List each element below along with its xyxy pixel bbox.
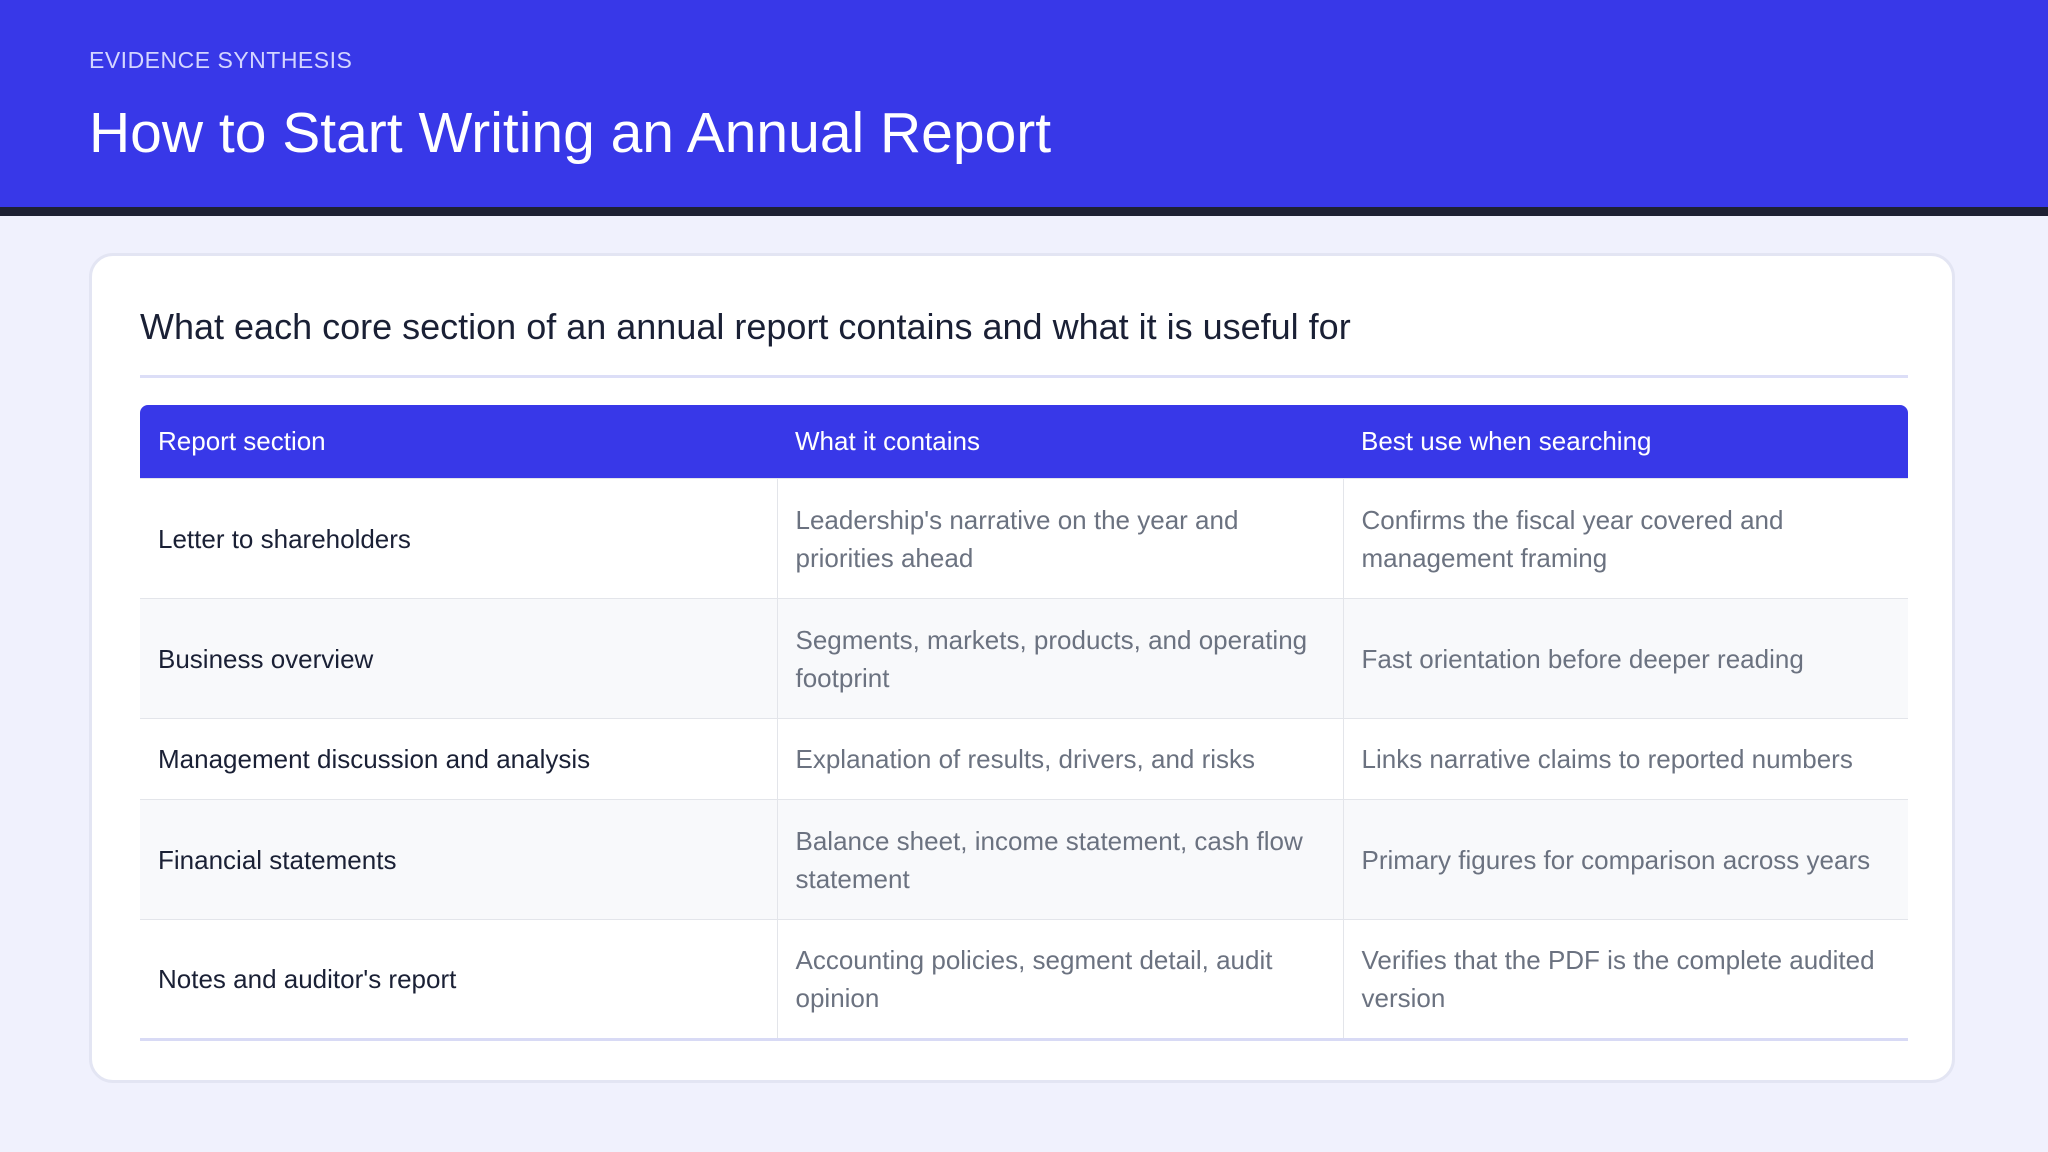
table-cell: Financial statements	[140, 799, 777, 920]
card-title: What each core section of an annual repo…	[140, 306, 1351, 347]
eyebrow: EVIDENCE SYNTHESIS	[89, 47, 353, 73]
table: Report section What it contains Best use w…	[140, 405, 1908, 1041]
column-header: Report section	[140, 405, 777, 479]
table-cell: Primary figures for comparison across ye…	[1342, 799, 1908, 920]
header-row: Report section What it contains Best use w…	[140, 405, 1908, 479]
header: EVIDENCE SYNTHESIS How to Start Writing …	[0, 0, 2048, 216]
card: What each core section of an annual repo…	[89, 253, 1955, 1083]
table-cell: Business overview	[140, 598, 777, 719]
table-body: Letter to shareholders Leadership's narra…	[140, 478, 1908, 1041]
table-cell: Balance sheet, income statement, cash fl…	[776, 799, 1343, 920]
page-title: How to Start Writing an Annual Report	[89, 101, 1052, 165]
table-cell: Confirms the fiscal year covered and man…	[1342, 478, 1908, 599]
table-cell: Accounting policies, segment detail, aud…	[776, 919, 1343, 1041]
table-row: Business overview Segments, markets, prod…	[140, 598, 1908, 719]
table-cell: Links narrative claims to reported numbe…	[1342, 718, 1908, 800]
table-cell: Notes and auditor's report	[140, 919, 777, 1041]
divider	[140, 375, 1908, 378]
table-cell: Verifies that the PDF is the complete au…	[1342, 919, 1908, 1041]
table-row: Financial statements Balance sheet, incom…	[140, 799, 1908, 920]
table-cell: Segments, markets, products, and operati…	[776, 598, 1343, 719]
table-cell: Management discussion and analysis	[140, 718, 777, 800]
table-cell: Explanation of results, drivers, and ris…	[776, 718, 1343, 800]
table-cell: Leadership's narrative on the year and p…	[776, 478, 1343, 599]
table-cell: Fast orientation before deeper reading	[1342, 598, 1908, 719]
table-row: Letter to shareholders Leadership's narra…	[140, 478, 1908, 599]
table-row: Management discussion and analysis Explan…	[140, 718, 1908, 800]
table-row: Notes and auditor's report Accounting pol…	[140, 919, 1908, 1041]
column-header: What it contains	[777, 405, 1343, 479]
column-header: Best use when searching	[1343, 405, 1908, 479]
table-cell: Letter to shareholders	[140, 478, 777, 599]
